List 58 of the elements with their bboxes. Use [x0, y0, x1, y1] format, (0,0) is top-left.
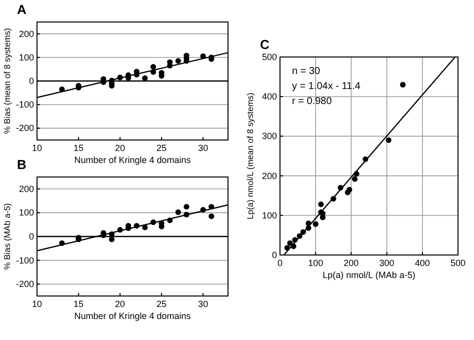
annotation: y = 1.04x - 11.4 [292, 81, 361, 92]
x-axis-title: Number of Kringle 4 domains [74, 311, 192, 321]
x-tick-label: 300 [379, 258, 394, 268]
y-tick-label: 200 [18, 28, 34, 39]
y-tick-label: 0 [28, 76, 34, 86]
x-tick-label: 100 [308, 258, 324, 268]
x-tick-label: 10 [32, 143, 42, 153]
y-tick-label: 400 [262, 92, 277, 102]
x-tick-label: 25 [156, 299, 167, 309]
y-tick-label: 100 [18, 208, 34, 218]
x-tick-label: 10 [32, 299, 42, 309]
y-tick-label: 100 [262, 210, 277, 220]
x-tick-label: 15 [74, 143, 84, 153]
y-axis-title: % Bias (MAb a-5) [2, 203, 12, 270]
x-tick-label: 200 [344, 258, 359, 268]
point [346, 186, 352, 192]
y-tick-label: -200 [16, 123, 34, 134]
y-tick-label: -200 [16, 279, 34, 290]
x-tick-label: 15 [74, 299, 84, 309]
y-axis-title: Lp(a) nmol/L (mean of 8 systems) [245, 92, 255, 220]
y-tick-label: 0 [272, 250, 277, 260]
point [175, 58, 181, 64]
point [312, 221, 318, 227]
point [108, 236, 115, 242]
annotation: r = 0.980 [292, 96, 332, 107]
x-tick-label: 400 [414, 258, 430, 268]
y-tick-label: -100 [16, 100, 34, 110]
x-tick-label: 30 [198, 143, 208, 153]
y-tick-label: 500 [262, 52, 277, 62]
point [320, 214, 326, 220]
chart-title: B [17, 157, 26, 172]
point [352, 176, 358, 182]
point [175, 209, 181, 216]
chart-title: C [260, 37, 270, 52]
point [142, 75, 148, 81]
x-tick-label: 25 [156, 143, 167, 153]
point [400, 82, 406, 88]
y-tick-label: 200 [262, 170, 277, 181]
point [287, 240, 293, 246]
x-axis-title: Lp(a) nmol/L (MAb a-5) [322, 270, 416, 280]
chart-title: A [17, 2, 27, 17]
point [150, 64, 156, 70]
annotation: n = 30 [292, 66, 321, 77]
y-tick-label: -100 [16, 255, 34, 266]
x-axis-title: Number of Kringle 4 domains [74, 155, 192, 165]
x-tick-label: 20 [115, 143, 126, 153]
point [386, 137, 392, 143]
x-tick-label: 20 [115, 299, 126, 309]
y-tick-label: 100 [18, 52, 34, 62]
point [208, 213, 214, 220]
y-axis-title: % Bias (mean of 8 systems) [2, 28, 12, 134]
point [318, 202, 324, 208]
y-tick-label: 200 [18, 184, 34, 194]
x-tick-label: 500 [450, 258, 466, 268]
point [184, 204, 190, 210]
y-tick-label: 0 [28, 232, 34, 242]
y-tick-label: 300 [262, 131, 277, 142]
x-tick-label: 30 [198, 299, 208, 309]
